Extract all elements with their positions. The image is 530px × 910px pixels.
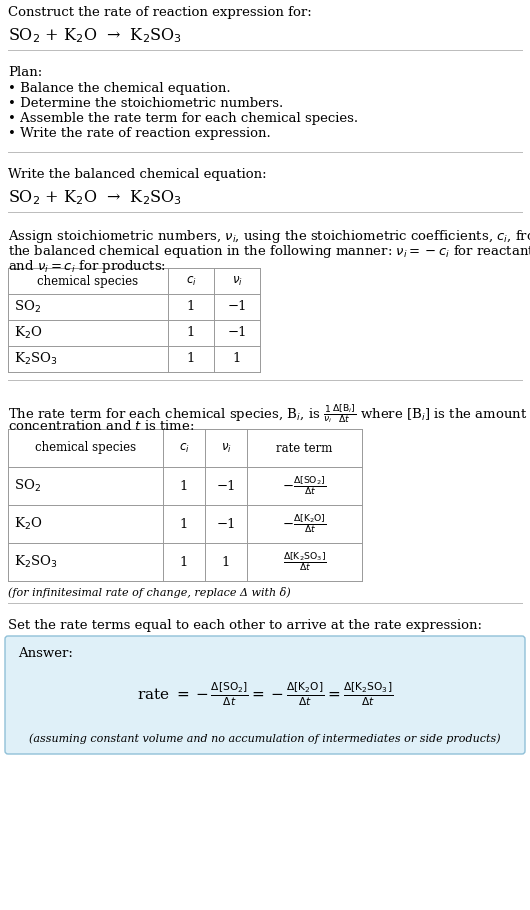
Text: • Assemble the rate term for each chemical species.: • Assemble the rate term for each chemic… — [8, 112, 358, 125]
Text: 1: 1 — [233, 352, 241, 366]
Text: The rate term for each chemical species, B$_i$, is $\frac{1}{\nu_i}\frac{\Delta[: The rate term for each chemical species,… — [8, 402, 527, 425]
Text: SO$_2$ + K$_2$O  →  K$_2$SO$_3$: SO$_2$ + K$_2$O → K$_2$SO$_3$ — [8, 26, 182, 45]
Text: • Determine the stoichiometric numbers.: • Determine the stoichiometric numbers. — [8, 97, 283, 110]
Text: concentration and $t$ is time:: concentration and $t$ is time: — [8, 419, 195, 433]
Text: SO$_2$ + K$_2$O  →  K$_2$SO$_3$: SO$_2$ + K$_2$O → K$_2$SO$_3$ — [8, 188, 182, 207]
Text: chemical species: chemical species — [38, 275, 138, 288]
Text: rate $= -\frac{\Delta[\mathrm{SO_2}]}{\Delta t} = -\frac{\Delta[\mathrm{K_2O}]}{: rate $= -\frac{\Delta[\mathrm{SO_2}]}{\D… — [137, 680, 393, 708]
Text: • Write the rate of reaction expression.: • Write the rate of reaction expression. — [8, 127, 271, 140]
Text: Plan:: Plan: — [8, 66, 42, 79]
Text: 1: 1 — [187, 300, 195, 314]
Text: 1: 1 — [180, 555, 188, 569]
Text: 1: 1 — [222, 555, 230, 569]
Text: Write the balanced chemical equation:: Write the balanced chemical equation: — [8, 168, 267, 181]
Text: • Balance the chemical equation.: • Balance the chemical equation. — [8, 82, 231, 95]
Text: K$_2$O: K$_2$O — [14, 325, 42, 341]
Text: 1: 1 — [187, 352, 195, 366]
Text: $c_i$: $c_i$ — [179, 441, 189, 455]
Text: rate term: rate term — [276, 441, 333, 454]
Text: $c_i$: $c_i$ — [186, 275, 196, 288]
Text: 1: 1 — [180, 518, 188, 531]
Text: chemical species: chemical species — [35, 441, 136, 454]
Text: K$_2$SO$_3$: K$_2$SO$_3$ — [14, 351, 57, 367]
Text: Construct the rate of reaction expression for:: Construct the rate of reaction expressio… — [8, 6, 312, 19]
Text: $\nu_i$: $\nu_i$ — [232, 275, 242, 288]
Text: K$_2$O: K$_2$O — [14, 516, 42, 532]
Text: K$_2$SO$_3$: K$_2$SO$_3$ — [14, 554, 57, 570]
Text: (assuming constant volume and no accumulation of intermediates or side products): (assuming constant volume and no accumul… — [29, 733, 501, 744]
Text: 1: 1 — [187, 327, 195, 339]
Text: −1: −1 — [227, 300, 247, 314]
Text: Answer:: Answer: — [18, 647, 73, 660]
Text: $\frac{\Delta[\mathrm{K_2SO_3}]}{\Delta t}$: $\frac{\Delta[\mathrm{K_2SO_3}]}{\Delta … — [282, 551, 326, 573]
Text: $\nu_i$: $\nu_i$ — [220, 441, 232, 455]
Text: −1: −1 — [216, 480, 236, 492]
Text: SO$_2$: SO$_2$ — [14, 478, 41, 494]
Text: $-\frac{\Delta[\mathrm{K_2O}]}{\Delta t}$: $-\frac{\Delta[\mathrm{K_2O}]}{\Delta t}… — [282, 512, 327, 535]
FancyBboxPatch shape — [5, 636, 525, 754]
Text: SO$_2$: SO$_2$ — [14, 299, 41, 315]
Text: −1: −1 — [216, 518, 236, 531]
Text: $-\frac{\Delta[\mathrm{SO_2}]}{\Delta t}$: $-\frac{\Delta[\mathrm{SO_2}]}{\Delta t}… — [282, 474, 326, 498]
Text: Assign stoichiometric numbers, $\nu_i$, using the stoichiometric coefficients, $: Assign stoichiometric numbers, $\nu_i$, … — [8, 228, 530, 245]
Text: and $\nu_i = c_i$ for products:: and $\nu_i = c_i$ for products: — [8, 258, 166, 275]
Text: −1: −1 — [227, 327, 247, 339]
Text: 1: 1 — [180, 480, 188, 492]
Text: (for infinitesimal rate of change, replace Δ with δ): (for infinitesimal rate of change, repla… — [8, 587, 291, 598]
Text: Set the rate terms equal to each other to arrive at the rate expression:: Set the rate terms equal to each other t… — [8, 619, 482, 632]
Text: the balanced chemical equation in the following manner: $\nu_i = -c_i$ for react: the balanced chemical equation in the fo… — [8, 243, 530, 260]
